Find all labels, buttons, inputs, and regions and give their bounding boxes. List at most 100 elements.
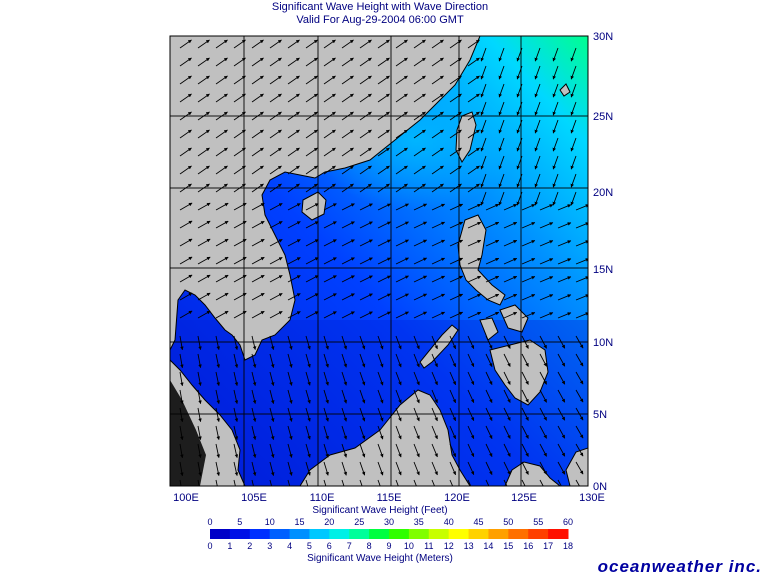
- wave-arrow: [269, 93, 282, 103]
- wave-arrow: [251, 147, 264, 157]
- wave-arrow: [305, 389, 311, 404]
- wave-arrow: [534, 137, 541, 152]
- wave-arrow: [251, 407, 257, 422]
- wave-arrow: [467, 461, 475, 476]
- wave-arrow: [305, 111, 318, 121]
- wave-arrow: [377, 203, 391, 211]
- wave-arrow: [413, 335, 420, 350]
- wave-arrow: [521, 461, 529, 475]
- wave-arrow: [431, 221, 446, 229]
- land-asia: [170, 36, 481, 361]
- wave-arrow: [557, 479, 562, 486]
- land-palawan: [419, 324, 459, 369]
- wave-arrow: [197, 353, 202, 369]
- wave-arrow: [179, 274, 193, 283]
- wave-arrow: [395, 147, 408, 157]
- wave-arrow: [467, 75, 480, 85]
- wave-arrow: [480, 83, 487, 98]
- colorbar-tick-label: 14: [483, 541, 493, 551]
- wave-arrow: [521, 294, 536, 301]
- wave-arrow: [305, 353, 311, 368]
- wave-arrow: [539, 312, 554, 319]
- wave-arrow: [269, 111, 282, 121]
- wave-arrow: [215, 39, 228, 49]
- wave-arrow: [485, 479, 490, 486]
- wave-arrow: [197, 93, 210, 103]
- wave-arrow: [251, 39, 264, 49]
- wave-arrow: [233, 256, 247, 265]
- wave-arrow: [179, 129, 192, 139]
- wave-arrow: [251, 183, 264, 193]
- wave-arrow: [341, 75, 354, 85]
- wave-arrow: [395, 371, 402, 386]
- wave-arrow: [377, 407, 384, 422]
- wave-arrow: [377, 335, 384, 350]
- wave-arrow: [341, 129, 354, 139]
- wave-arrow: [516, 101, 523, 116]
- wave-arrow: [287, 165, 300, 175]
- wave-arrow: [197, 39, 210, 49]
- colorbar-tick-label: 50: [503, 517, 513, 527]
- wave-arrow: [287, 461, 293, 476]
- wave-arrow: [287, 129, 300, 139]
- wave-arrow: [287, 353, 293, 368]
- wave-arrow: [341, 203, 355, 211]
- wave-arrow: [197, 183, 210, 193]
- colorbar-swatch: [210, 529, 231, 539]
- wave-arrow: [305, 443, 311, 458]
- wave-arrow: [287, 479, 291, 486]
- wave-arrow: [359, 353, 366, 368]
- wave-arrow: [377, 183, 390, 193]
- wave-arrow: [449, 147, 462, 157]
- wave-arrow: [413, 275, 428, 283]
- wave-arrow: [305, 335, 311, 350]
- wave-arrow: [233, 371, 239, 387]
- lat-lon-grid: [170, 36, 588, 486]
- wave-arrow: [341, 93, 354, 103]
- wave-arrow: [552, 191, 559, 206]
- wave-arrow: [269, 147, 282, 157]
- wave-arrow: [557, 371, 566, 385]
- colorbar-swatch: [389, 529, 410, 539]
- wave-arrow: [395, 75, 408, 85]
- wave-arrow: [341, 335, 348, 350]
- wave-arrow: [395, 389, 402, 404]
- wave-arrow: [570, 83, 577, 98]
- wave-arrow: [570, 173, 577, 188]
- wave-arrow: [197, 425, 202, 441]
- wave-arrow: [557, 407, 566, 421]
- colorbar-tick-label: 11: [424, 541, 433, 551]
- colorbar-swatch: [249, 529, 271, 539]
- colorbar-tick-label: 20: [324, 517, 334, 527]
- wave-arrow: [251, 75, 264, 85]
- colorbar-tick-label: 7: [347, 541, 352, 551]
- wave-arrow: [305, 165, 318, 175]
- wave-arrow: [251, 256, 265, 265]
- wave-arrow: [287, 239, 301, 247]
- wave-arrow: [287, 203, 301, 211]
- feet-label: Significant Wave Height (Feet): [312, 505, 448, 516]
- wave-arrow: [251, 111, 264, 121]
- wave-arrow: [467, 371, 475, 386]
- wave-arrow: [570, 101, 577, 116]
- wave-arrow: [395, 443, 402, 458]
- wave-arrow: [287, 39, 300, 49]
- wave-arrow: [269, 425, 275, 440]
- wave-arrow: [395, 203, 409, 211]
- wave-arrow: [215, 111, 228, 121]
- wave-arrow: [395, 183, 408, 193]
- wave-arrow: [215, 238, 229, 247]
- wave-arrow: [269, 293, 283, 301]
- wave-arrow: [341, 311, 355, 319]
- wave-arrow: [359, 203, 373, 211]
- wave-arrow: [467, 425, 475, 440]
- wave-arrow: [305, 183, 318, 193]
- wave-arrow: [575, 353, 584, 367]
- wave-arrow: [341, 165, 354, 175]
- wave-arrow: [467, 479, 472, 486]
- wave-arrow: [467, 293, 482, 301]
- colorbar-swatch: [548, 529, 569, 539]
- wave-arrow: [377, 389, 384, 404]
- wave-arrow: [516, 155, 523, 170]
- wave-arrow: [498, 191, 505, 206]
